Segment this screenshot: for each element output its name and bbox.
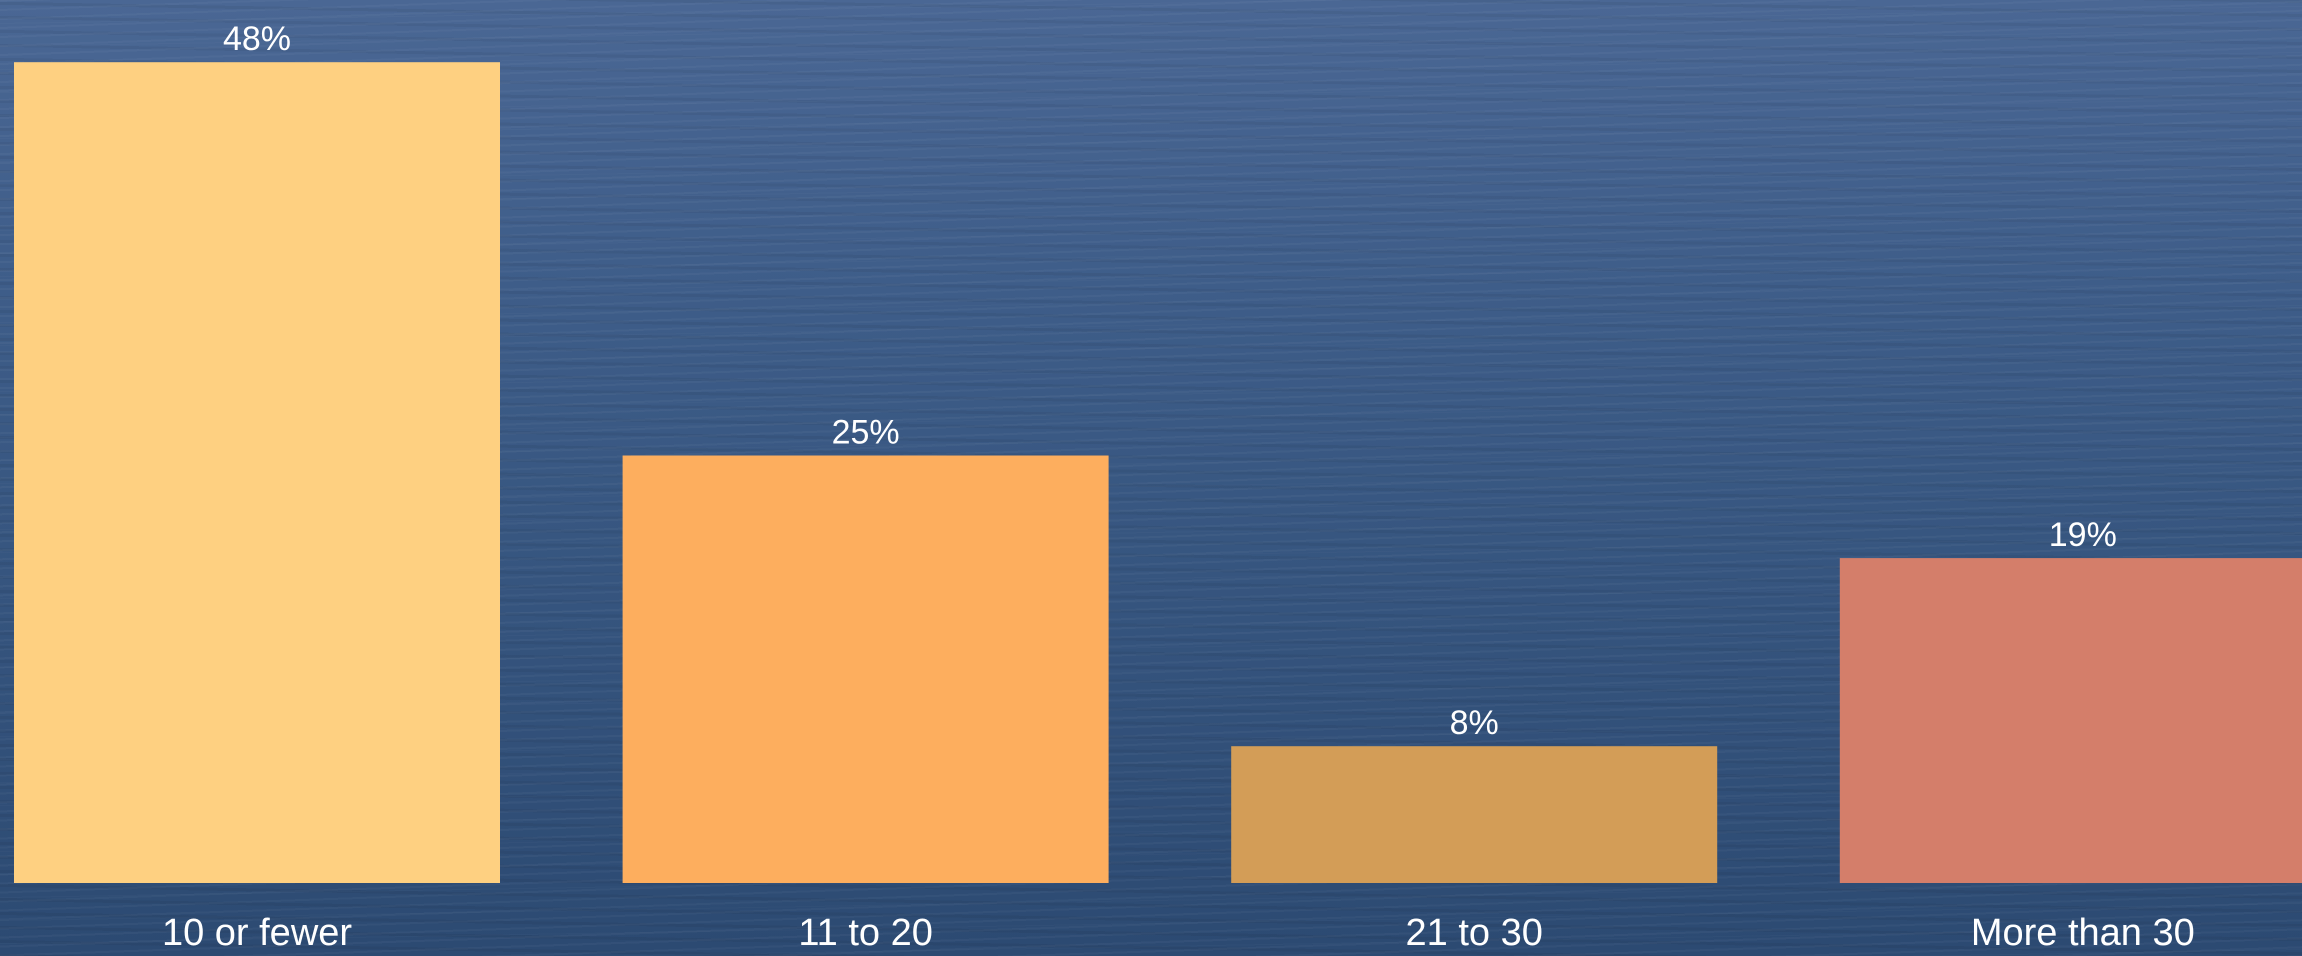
value-label-more-than-30: 19%: [2049, 516, 2117, 554]
value-label-21-to-30: 8%: [1450, 704, 1499, 742]
bar-11-to-20: [622, 455, 1109, 883]
bar-more-than-30: [1839, 558, 2302, 883]
value-label-11-to-20: 25%: [832, 414, 900, 452]
category-labels-layer: 10 or fewer 11 to 20 21 to 30 More than 30: [162, 912, 2195, 954]
bar-21-to-30: [1231, 746, 1718, 883]
value-labels-layer: 48% 25% 8% 19%: [223, 20, 2117, 742]
value-label-10-or-fewer: 48%: [223, 20, 291, 58]
category-label-21-to-30: 21 to 30: [1406, 912, 1543, 954]
category-label-10-or-fewer: 10 or fewer: [162, 912, 352, 954]
category-label-11-to-20: 11 to 20: [798, 912, 933, 954]
bar-10-or-fewer: [14, 62, 500, 883]
category-label-more-than-30: More than 30: [1971, 912, 2195, 954]
bars-layer: [14, 62, 2302, 883]
